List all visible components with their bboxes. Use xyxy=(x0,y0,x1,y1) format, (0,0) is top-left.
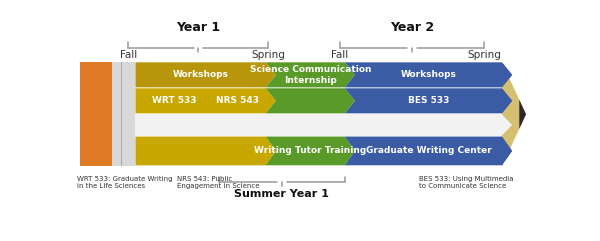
Text: BES 533: BES 533 xyxy=(408,96,449,105)
Polygon shape xyxy=(136,88,276,113)
Polygon shape xyxy=(502,62,512,87)
Text: NRS 543: NRS 543 xyxy=(215,96,259,105)
Polygon shape xyxy=(502,62,526,166)
FancyBboxPatch shape xyxy=(117,62,121,166)
Text: Fall: Fall xyxy=(331,50,349,60)
Polygon shape xyxy=(344,88,512,113)
Polygon shape xyxy=(266,137,355,165)
Text: NRS 543: Public
Engagement in Science: NRS 543: Public Engagement in Science xyxy=(178,175,260,189)
Text: Graduate Writing Center: Graduate Writing Center xyxy=(365,147,491,155)
Text: Writing Tutor Training: Writing Tutor Training xyxy=(254,147,367,155)
FancyBboxPatch shape xyxy=(112,62,116,166)
Text: Summer Year 1: Summer Year 1 xyxy=(235,189,329,200)
Text: BES 533: Using Multimedia
to Communicate Science: BES 533: Using Multimedia to Communicate… xyxy=(419,175,514,189)
Polygon shape xyxy=(344,137,512,165)
Polygon shape xyxy=(519,100,526,129)
FancyBboxPatch shape xyxy=(80,62,112,166)
Text: Year 1: Year 1 xyxy=(176,21,220,34)
Text: Spring: Spring xyxy=(251,50,285,60)
Text: Fall: Fall xyxy=(120,50,137,60)
Polygon shape xyxy=(266,88,355,113)
Polygon shape xyxy=(502,137,512,165)
FancyBboxPatch shape xyxy=(112,62,136,166)
Polygon shape xyxy=(136,137,276,165)
Text: Science Communication
Internship: Science Communication Internship xyxy=(250,65,371,85)
Polygon shape xyxy=(344,62,512,87)
Text: Spring: Spring xyxy=(467,50,501,60)
Polygon shape xyxy=(266,62,355,87)
Text: Year 2: Year 2 xyxy=(390,21,434,34)
Polygon shape xyxy=(502,114,512,136)
Text: WRT 533: WRT 533 xyxy=(152,96,197,105)
FancyBboxPatch shape xyxy=(122,62,126,166)
Text: Workshops: Workshops xyxy=(173,70,229,79)
Polygon shape xyxy=(136,62,276,87)
Polygon shape xyxy=(136,114,502,136)
Text: Workshops: Workshops xyxy=(400,70,457,79)
FancyBboxPatch shape xyxy=(127,62,131,166)
Text: WRT 533: Graduate Writing
in the Life Sciences: WRT 533: Graduate Writing in the Life Sc… xyxy=(77,175,173,189)
Polygon shape xyxy=(502,88,512,113)
FancyBboxPatch shape xyxy=(131,62,135,166)
